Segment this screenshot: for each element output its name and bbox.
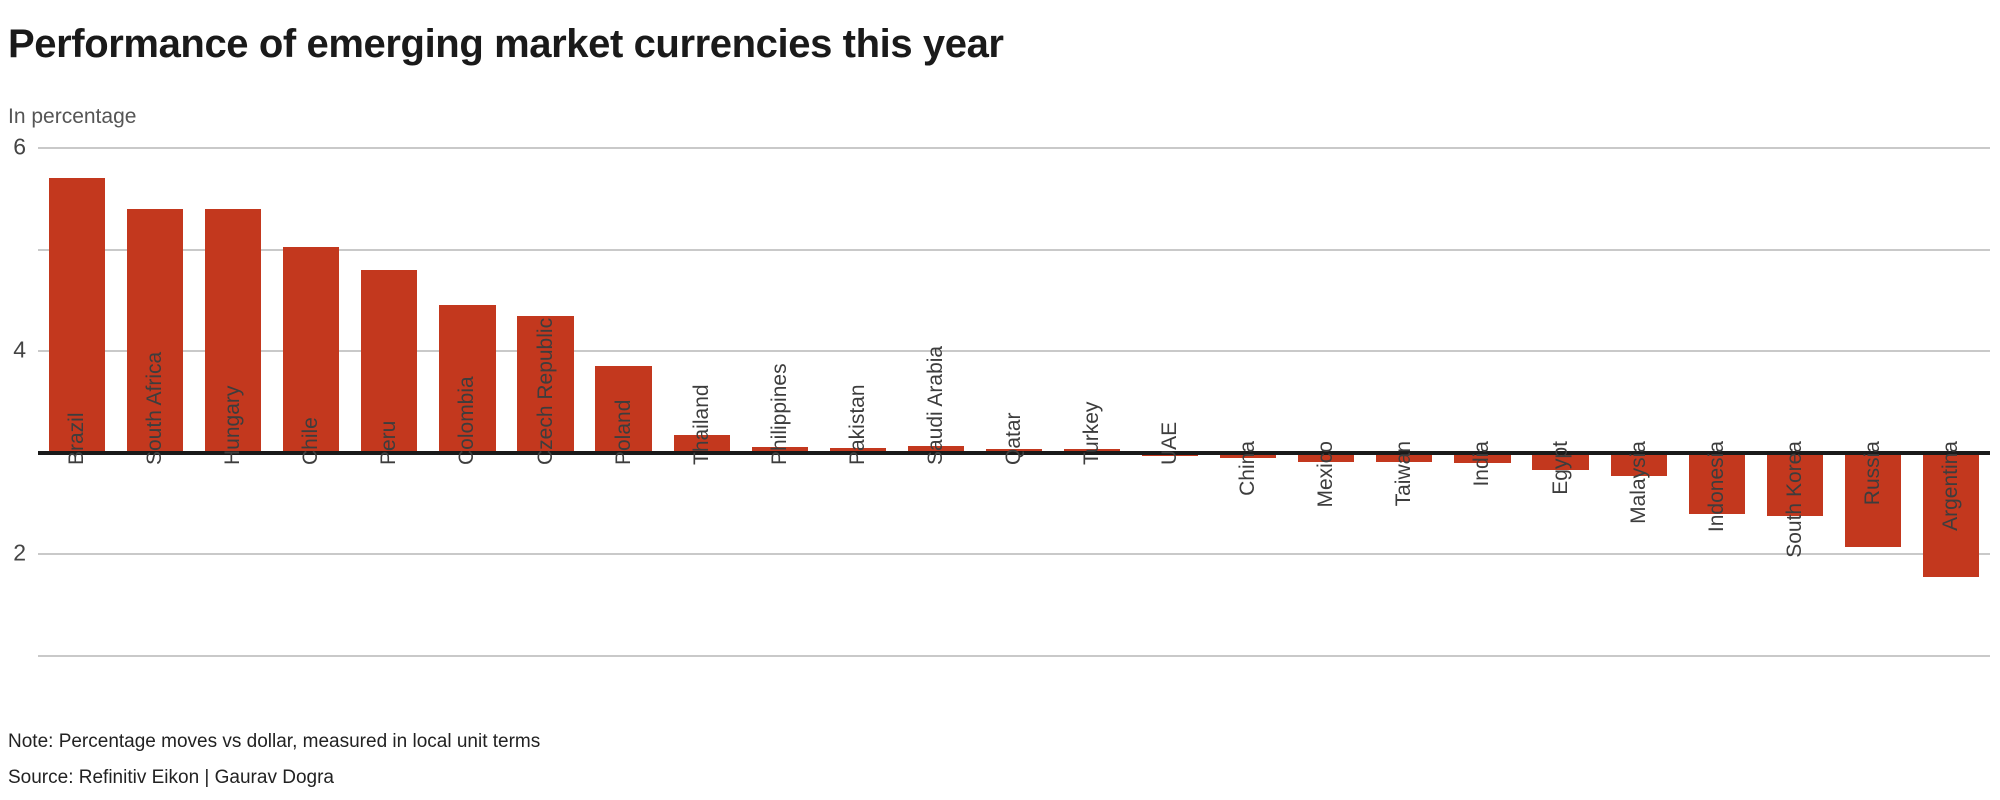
bar[interactable] bbox=[1688, 452, 1745, 514]
bar-group[interactable]: Pakistan bbox=[829, 148, 886, 656]
x-axis-category-label: Taiwan bbox=[1392, 440, 1416, 507]
y-axis-tick-label: 6 bbox=[13, 133, 26, 160]
gridline: −4 bbox=[38, 655, 1990, 657]
bar-group[interactable]: Czech Republic bbox=[517, 148, 574, 656]
x-axis-category-label: Mexico bbox=[1314, 440, 1338, 508]
gridline: 2 bbox=[13, 350, 1990, 566]
bar-group[interactable]: Brazil bbox=[48, 148, 106, 656]
bar[interactable] bbox=[1454, 452, 1511, 463]
chart-title: Performance of emerging market currencie… bbox=[8, 22, 1004, 66]
bar-group[interactable]: Turkey bbox=[1063, 148, 1121, 656]
x-axis-category-label: Russia bbox=[1860, 440, 1884, 505]
x-axis-category-label: Turkey bbox=[1080, 401, 1104, 465]
bar-group[interactable]: Saudi Arabia bbox=[907, 148, 964, 656]
bar-group[interactable]: Russia bbox=[1844, 148, 1901, 656]
x-axis-category-label: Czech Republic bbox=[533, 317, 557, 465]
x-axis-category-label: China bbox=[1236, 440, 1260, 496]
bar[interactable] bbox=[751, 446, 808, 453]
bar-group[interactable]: Egypt bbox=[1532, 148, 1589, 656]
x-axis-category-label: Pakistan bbox=[845, 384, 869, 465]
bar-group[interactable]: Philippines bbox=[751, 148, 808, 656]
bar[interactable] bbox=[1766, 452, 1823, 517]
bar[interactable] bbox=[205, 208, 262, 453]
bar[interactable] bbox=[1532, 452, 1589, 470]
bar-group[interactable]: Indonesia bbox=[1688, 148, 1745, 656]
bar[interactable] bbox=[829, 447, 886, 453]
y-axis-tick-label: 4 bbox=[13, 336, 26, 363]
y-axis-tick-label: 2 bbox=[13, 539, 26, 566]
chart-note: Note: Percentage moves vs dollar, measur… bbox=[8, 731, 541, 752]
bar-group[interactable]: South Africa bbox=[127, 148, 184, 656]
x-axis-category-label: Chile bbox=[299, 416, 323, 465]
bar[interactable] bbox=[283, 247, 340, 453]
bar-group[interactable]: South Korea bbox=[1766, 148, 1823, 656]
bar[interactable] bbox=[1922, 452, 1980, 578]
bar[interactable] bbox=[361, 269, 418, 453]
bar-group[interactable]: China bbox=[1220, 148, 1277, 656]
x-axis-category-label: Malaysia bbox=[1626, 440, 1650, 524]
gridline: 6 bbox=[13, 134, 1990, 160]
gridline: −2 bbox=[38, 553, 1990, 556]
x-axis-category-label: Egypt bbox=[1548, 440, 1572, 495]
bar-group[interactable]: Argentina bbox=[1922, 148, 1980, 656]
bar-group[interactable]: UAE bbox=[1142, 148, 1199, 656]
x-axis-category-label: Thailand bbox=[689, 384, 713, 465]
bar[interactable] bbox=[907, 445, 964, 453]
x-axis-category-label: Indonesia bbox=[1704, 440, 1728, 532]
bar-group[interactable]: Malaysia bbox=[1610, 148, 1667, 656]
bar[interactable] bbox=[1610, 452, 1667, 476]
gridline: 4 bbox=[13, 248, 1990, 363]
bar[interactable] bbox=[985, 448, 1043, 453]
bar[interactable] bbox=[1298, 452, 1355, 462]
bar-group[interactable]: Hungary bbox=[205, 148, 262, 656]
zero-axis-line bbox=[38, 450, 1990, 455]
bar[interactable] bbox=[127, 208, 184, 453]
x-axis-category-label: India bbox=[1470, 440, 1494, 487]
bar-series: Brazil South Africa Hungary Chile Peru Colomb… bbox=[38, 148, 1990, 656]
x-axis-category-label: Argentina bbox=[1938, 440, 1962, 531]
x-axis-category-label: UAE bbox=[1158, 421, 1182, 465]
x-axis-category-label: Hungary bbox=[221, 385, 245, 465]
bar-group[interactable]: Peru bbox=[361, 148, 418, 656]
bar[interactable] bbox=[673, 435, 730, 453]
plot-area: 6 4 2 −2 −4 Brazil South Africa Hungary Chile Pe… bbox=[13, 134, 1990, 657]
x-axis-category-label: Colombia bbox=[455, 376, 479, 465]
bar[interactable] bbox=[1376, 452, 1433, 462]
bar[interactable] bbox=[48, 178, 106, 453]
bar[interactable] bbox=[595, 366, 652, 453]
x-axis-category-label: Brazil bbox=[65, 412, 89, 465]
bar-group[interactable]: Chile bbox=[283, 148, 340, 656]
bar-group[interactable]: Mexico bbox=[1298, 148, 1355, 656]
chart-subtitle: In percentage bbox=[8, 105, 137, 128]
x-axis-category-label: Qatar bbox=[1001, 412, 1025, 465]
x-axis-category-label: Poland bbox=[611, 399, 635, 465]
bar-group[interactable]: Taiwan bbox=[1376, 148, 1433, 656]
x-axis-category-label: South Africa bbox=[143, 351, 167, 465]
x-axis-category-label: Philippines bbox=[767, 363, 791, 465]
bar-group[interactable]: Qatar bbox=[985, 148, 1043, 656]
x-axis-category-label: Peru bbox=[377, 420, 401, 465]
bar[interactable] bbox=[1844, 452, 1901, 547]
bar[interactable] bbox=[1220, 452, 1277, 458]
bar-group[interactable]: Colombia bbox=[439, 148, 496, 656]
bar-group[interactable]: Poland bbox=[595, 148, 652, 656]
bar[interactable] bbox=[517, 315, 574, 453]
chart-source: Source: Refinitiv Eikon | Gaurav Dogra bbox=[8, 767, 334, 788]
bar-group[interactable]: India bbox=[1454, 148, 1511, 656]
bar[interactable] bbox=[439, 305, 496, 453]
x-axis-category-label: South Korea bbox=[1782, 440, 1806, 558]
x-axis-category-label: Saudi Arabia bbox=[923, 345, 947, 465]
bar-group[interactable]: Thailand bbox=[673, 148, 730, 656]
